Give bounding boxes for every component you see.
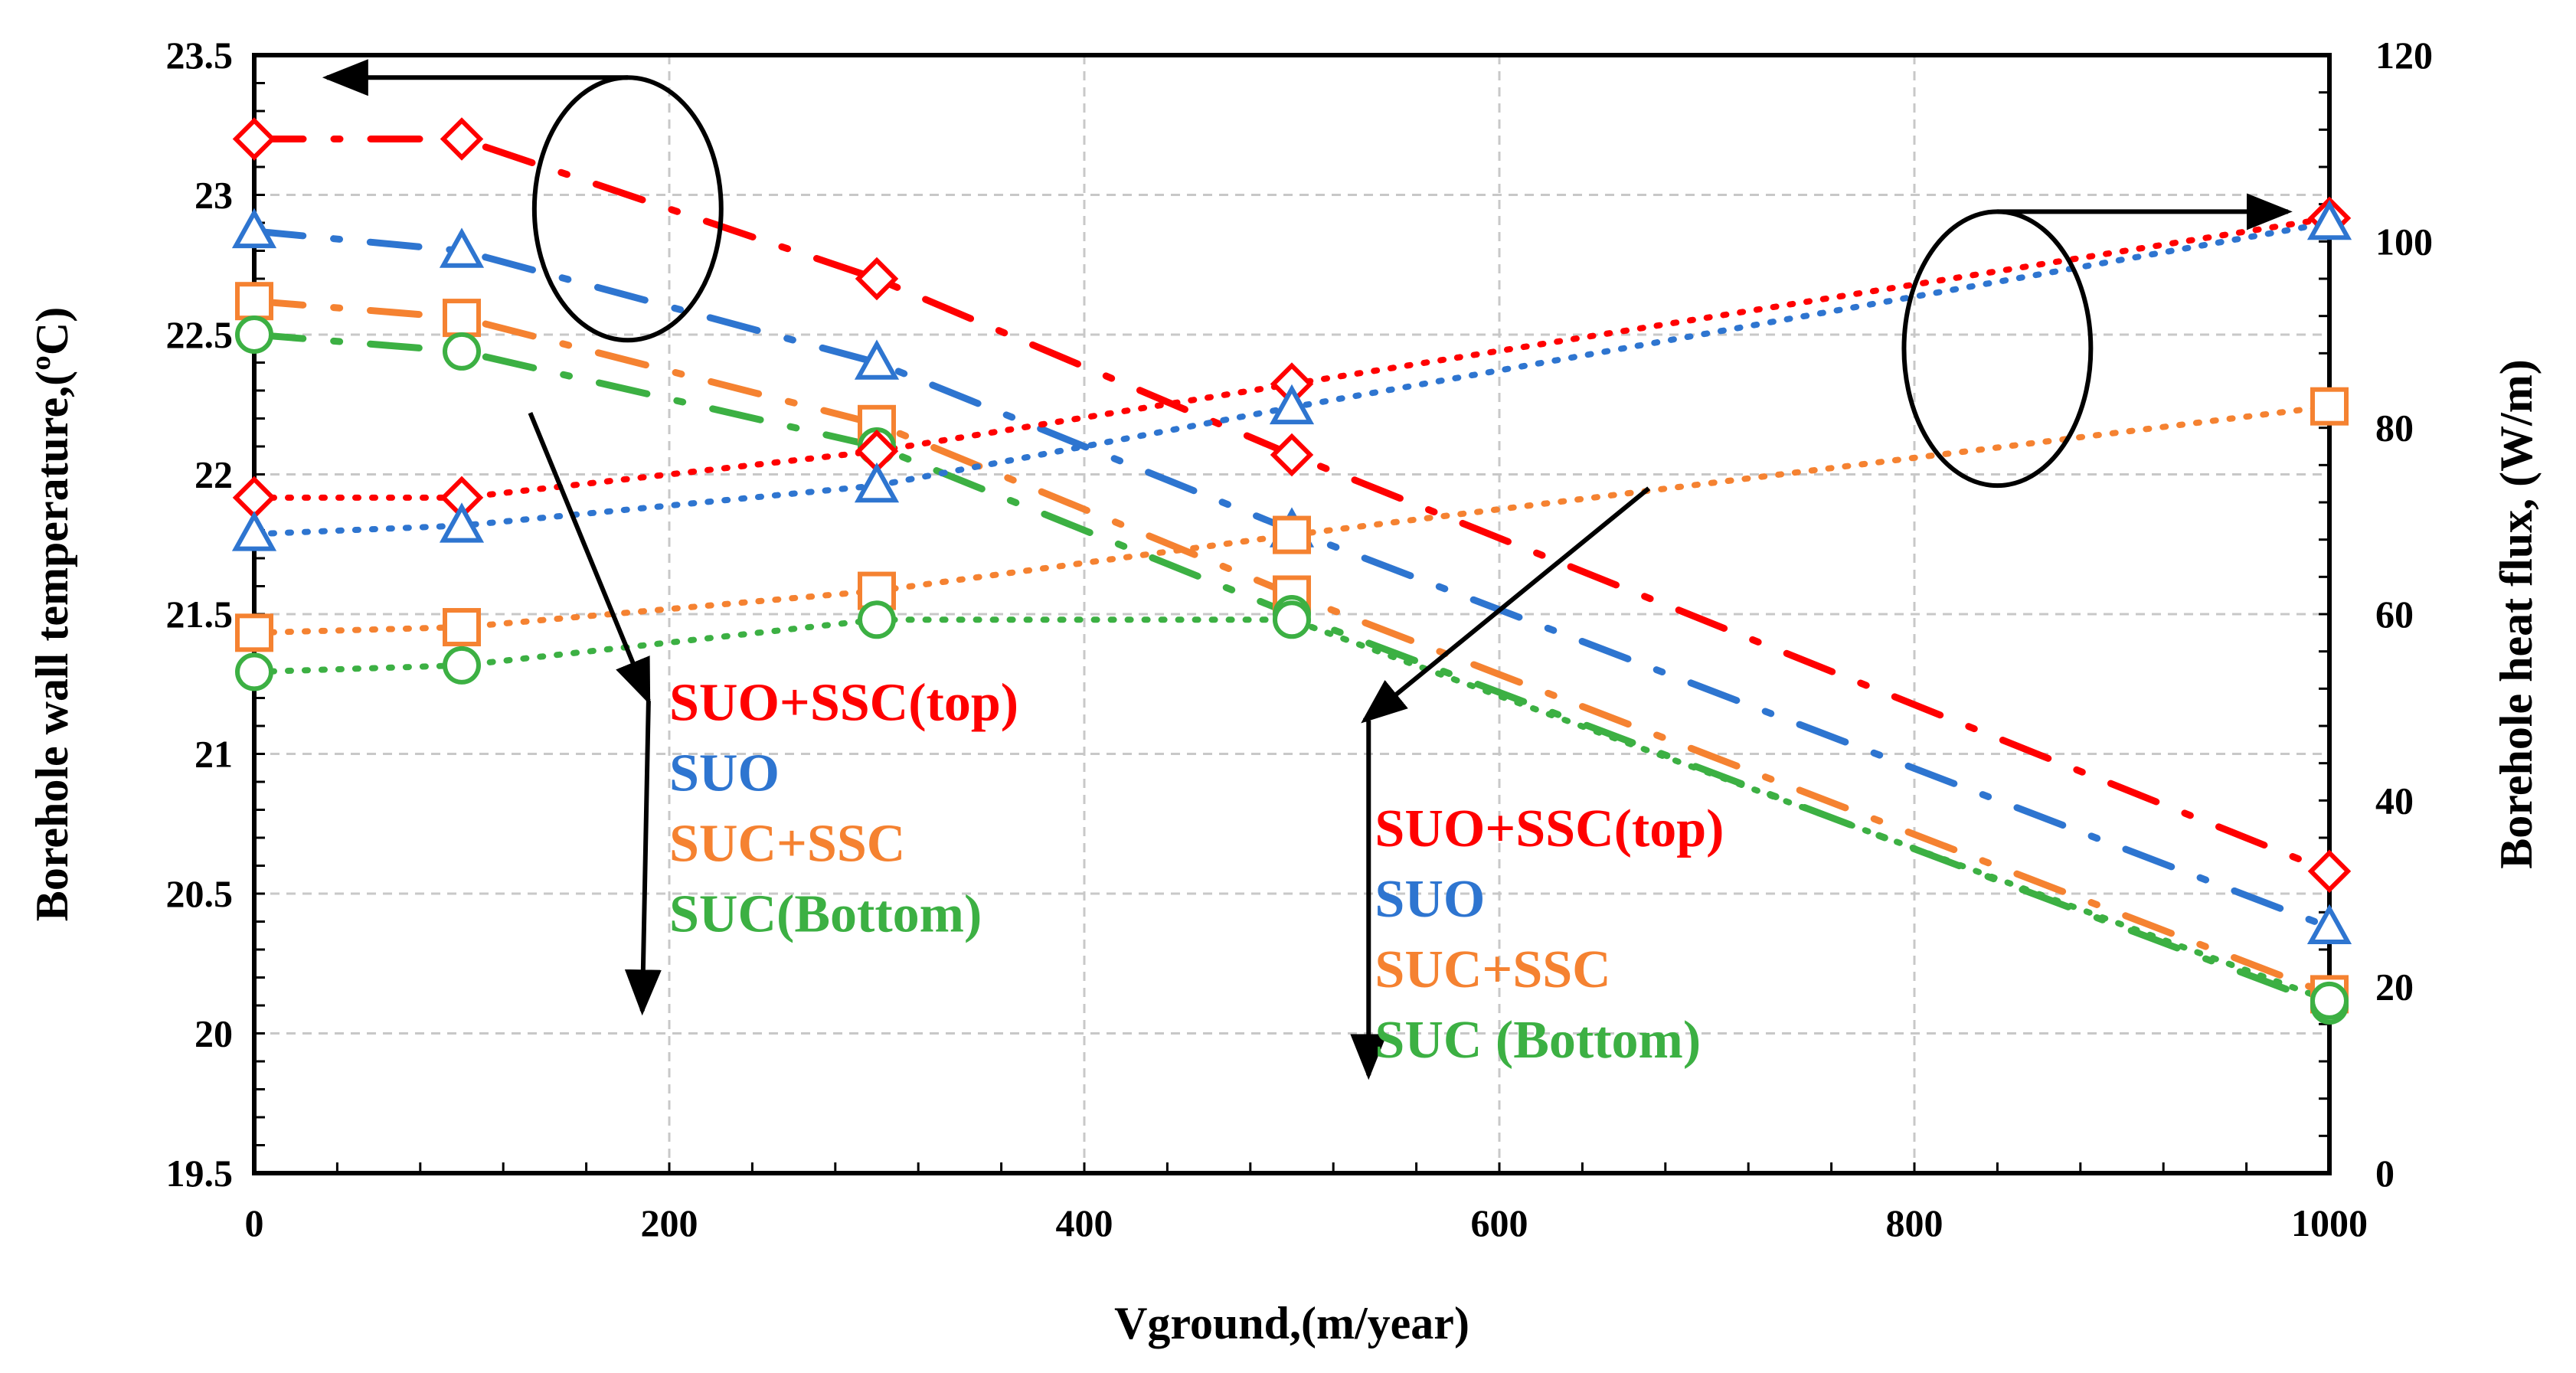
legend-label-suc_ssc: SUC+SSC xyxy=(669,815,905,874)
legend-label-suo: SUO xyxy=(1375,870,1485,929)
y-left-tick-label: 21.5 xyxy=(166,593,234,636)
legend-label-suo_ssc_top: SUO+SSC(top) xyxy=(1375,799,1724,858)
legend-label-suo: SUO xyxy=(669,744,780,803)
annotation-arrow-legend-left xyxy=(528,412,651,705)
x-tick-label: 1000 xyxy=(2291,1201,2368,1244)
y-left-tick-label: 20 xyxy=(195,1012,233,1055)
y-left-tick-label: 23 xyxy=(195,174,233,217)
y-right-tick-label: 40 xyxy=(2375,779,2414,822)
annotations-layer xyxy=(322,59,2293,1080)
data-point-suc_bottom-right xyxy=(235,652,273,691)
y-left-tick-label: 20.5 xyxy=(166,872,234,915)
y-right-tick-label: 20 xyxy=(2375,966,2414,1009)
legend-label-suo_ssc_top: SUO+SSC(top) xyxy=(669,674,1018,733)
data-point-suo_ssc_top-left xyxy=(440,117,484,161)
legend-label-suc_bottom: SUC (Bottom) xyxy=(1375,1011,1701,1070)
y-right-axis-title: Borehole heat flux, (W/m) xyxy=(2491,359,2542,868)
y-right-tick-label: 60 xyxy=(2375,593,2414,636)
data-point-suc_bottom-left xyxy=(443,332,481,371)
y-right-tick-label: 80 xyxy=(2375,407,2414,449)
series-line-suo_ssc_top-left xyxy=(250,136,2333,875)
data-point-suo-left xyxy=(2306,904,2352,944)
y-left-tick-label: 19.5 xyxy=(166,1152,234,1195)
x-tick-label: 400 xyxy=(1056,1201,1113,1244)
annotation-arrow-legend-right xyxy=(1361,486,1651,724)
series-line-suo-left xyxy=(250,227,2333,931)
data-point-suo_ssc_top-right xyxy=(232,476,276,520)
data-point-suo_ssc_top-left xyxy=(855,257,899,301)
data-point-suc_ssc-right xyxy=(235,613,273,652)
y-left-tick-label: 23.5 xyxy=(166,34,234,77)
y-left-tick-label: 22.5 xyxy=(166,313,234,356)
annotation-ellipse-left-axis xyxy=(531,75,724,343)
y-left-axis-title: Borehole wall temperature,(ºC) xyxy=(27,307,77,921)
x-tick-label: 600 xyxy=(1471,1201,1528,1244)
data-point-suo-left xyxy=(854,339,900,380)
x-axis-title: Vground,(m/year) xyxy=(1114,1298,1469,1348)
x-tick-label: 200 xyxy=(641,1201,698,1244)
data-point-suc_bottom-right xyxy=(443,646,481,685)
data-point-suo-left xyxy=(439,227,485,268)
data-point-suc_ssc-left xyxy=(443,299,481,338)
legend-layer: SUO+SSC(top) SUO SUC+SSC SUC(Bottom) SUO+SSC… xyxy=(669,674,1724,1070)
legend-label-suc_bottom: SUC(Bottom) xyxy=(669,885,982,944)
x-tick-label: 800 xyxy=(1886,1201,1943,1244)
data-point-suo_ssc_top-left xyxy=(232,117,276,161)
data-point-suo-right xyxy=(231,511,277,551)
annotation-arrow-legend-left xyxy=(624,701,662,1016)
x-tick-label: 0 xyxy=(245,1201,264,1244)
data-point-suo-right xyxy=(439,502,485,543)
data-point-suc_bottom-right xyxy=(1273,600,1311,639)
data-point-suo-right xyxy=(2306,199,2352,240)
data-point-suc_bottom-right xyxy=(858,600,896,639)
data-point-suo_ssc_top-left xyxy=(1270,433,1314,477)
data-point-suc_bottom-left xyxy=(235,315,273,354)
y-left-tick-label: 21 xyxy=(195,733,233,776)
data-point-suo-right xyxy=(1269,384,1315,425)
data-point-suc_ssc-left xyxy=(235,282,273,321)
series-layer xyxy=(250,136,2333,1009)
data-point-suc_ssc-right xyxy=(443,608,481,647)
y-right-tick-label: 120 xyxy=(2375,34,2433,77)
legend-label-suc_ssc: SUC+SSC xyxy=(1375,940,1610,999)
series-line-suc_ssc-left xyxy=(250,297,2333,998)
axes-layer: 0 200 400 600 800 100019.52020.52121.52222.52… xyxy=(27,34,2542,1348)
markers-layer xyxy=(231,117,2352,1025)
y-left-tick-label: 22 xyxy=(195,453,233,496)
y-right-tick-label: 0 xyxy=(2375,1152,2395,1195)
data-point-suo-left xyxy=(231,208,277,249)
data-point-suo-right xyxy=(854,462,900,503)
data-point-suo_ssc_top-left xyxy=(2307,849,2352,894)
data-point-suc_ssc-right xyxy=(1273,515,1311,554)
y-right-tick-label: 100 xyxy=(2375,220,2433,263)
data-point-suc_ssc-right xyxy=(2310,387,2349,426)
data-point-suc_bottom-right xyxy=(2310,981,2349,1020)
